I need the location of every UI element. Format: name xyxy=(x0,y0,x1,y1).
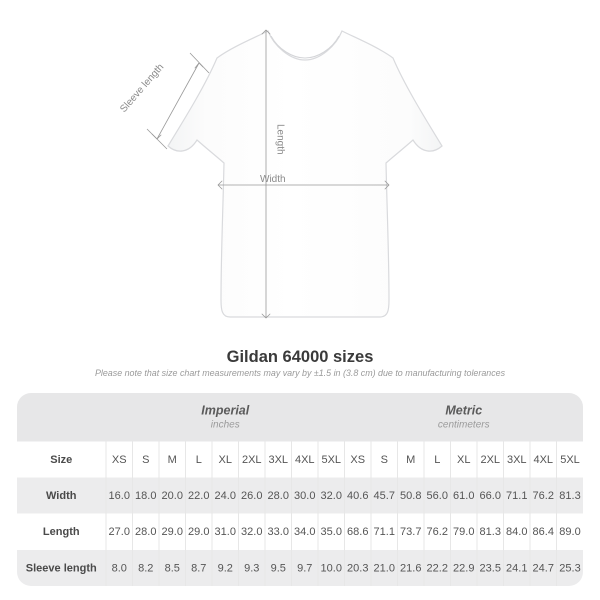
svg-text:Width: Width xyxy=(260,174,286,185)
